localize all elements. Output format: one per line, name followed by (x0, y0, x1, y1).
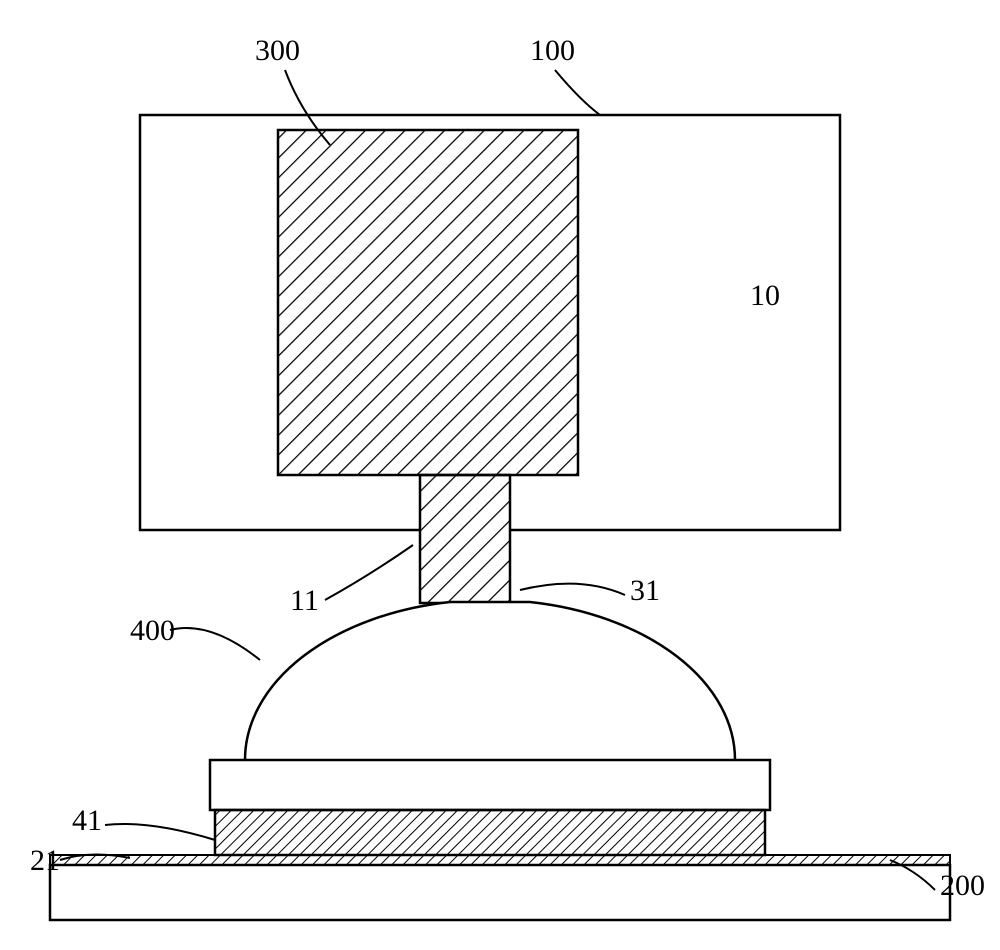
leader-11 (325, 545, 413, 600)
adhesive-layer-41 (215, 810, 765, 855)
label-300: 300 (255, 34, 300, 67)
label-21: 21 (30, 844, 60, 877)
label-400: 400 (130, 614, 175, 647)
label-200: 200 (940, 869, 985, 902)
leader-41 (105, 824, 215, 840)
label-10: 10 (750, 279, 780, 312)
dome-base-flange (210, 760, 770, 810)
dome-400 (245, 602, 735, 760)
label-100: 100 (530, 34, 575, 67)
leader-31 (520, 584, 625, 595)
technical-diagram: 300 100 10 11 31 400 41 21 200 (0, 0, 1000, 950)
inner-block-300 (278, 130, 578, 475)
stem-31 (420, 475, 510, 603)
thin-strip-21 (50, 855, 950, 865)
substrate-200 (50, 865, 950, 920)
leader-100 (555, 70, 600, 115)
label-31: 31 (630, 574, 660, 607)
label-41: 41 (72, 804, 102, 837)
leader-400 (170, 628, 260, 660)
label-11: 11 (290, 584, 319, 617)
